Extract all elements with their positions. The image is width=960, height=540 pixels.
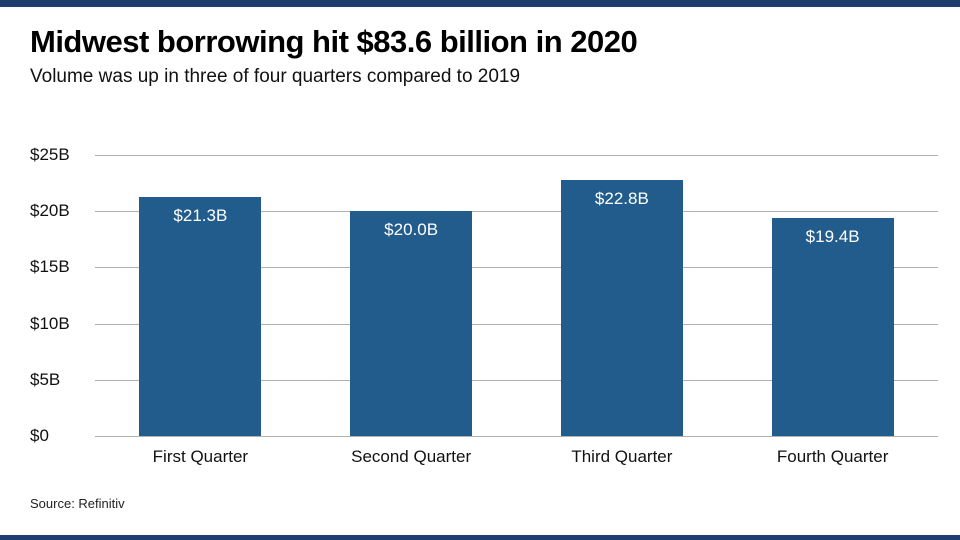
bar-slot: $20.0B [306, 155, 517, 436]
y-tick-label: $5B [30, 369, 61, 389]
chart-subtitle: Volume was up in three of four quarters … [30, 65, 521, 87]
x-axis-label: Third Quarter [571, 447, 673, 466]
x-axis-label: Second Quarter [351, 447, 472, 466]
y-tick-label: $25B [30, 145, 70, 164]
x-axis-labels: First Quarter Second Quarter Third Quarter… [95, 447, 938, 467]
bottom-accent-strip [0, 535, 960, 540]
gridline [95, 267, 938, 269]
bars-container: $21.3B $20.0B $22.8B $19.4B [95, 155, 938, 436]
bar-value-label: $19.4B [805, 226, 860, 246]
gridline [95, 436, 938, 437]
top-accent-strip [0, 0, 960, 7]
gridline [95, 379, 938, 381]
chart-title: Midwest borrowing hit $83.6 billion in 2… [30, 24, 638, 59]
y-tick-label: $10B [30, 313, 70, 333]
y-tick-label: $0 [30, 426, 49, 445]
source-note: Source: Refinitiv [30, 496, 125, 511]
bar: $21.3B [139, 196, 262, 436]
y-tick-label: $15B [30, 257, 70, 277]
bar-value-label: $21.3B [173, 205, 228, 225]
bar: $19.4B [771, 217, 894, 436]
x-axis-label: Fourth Quarter [776, 447, 889, 466]
bar-value-label: $22.8B [594, 188, 649, 208]
chart-header: Midwest borrowing hit $83.6 billion in 2… [30, 24, 930, 88]
gridline [95, 155, 938, 156]
x-axis-label: First Quarter [152, 447, 249, 466]
bar-slot: $19.4B [727, 155, 938, 436]
gridline [95, 323, 938, 325]
gridline [95, 211, 938, 213]
bar-value-label: $20.0B [384, 220, 439, 240]
bar: $20.0B [350, 211, 473, 436]
bar-slot: $22.8B [517, 155, 728, 436]
bar-chart: $25B $20B $15B $10B $5B $0 $21.3B $20.0B $22.8B… [0, 145, 960, 445]
y-tick-label: $20B [30, 201, 70, 221]
bar-slot: $21.3B [95, 155, 306, 436]
bar: $22.8B [560, 179, 683, 436]
